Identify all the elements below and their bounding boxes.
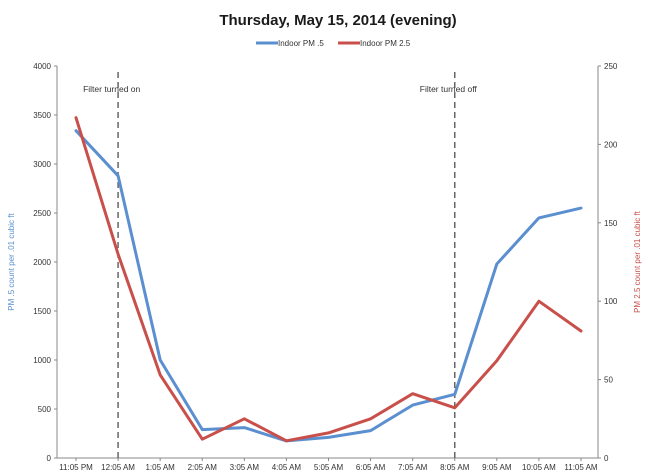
right-tick-label: 200 bbox=[604, 140, 618, 149]
y-axis-title-right: PM 2.5 count per .01 cubic ft bbox=[633, 210, 642, 313]
left-tick-label: 500 bbox=[38, 405, 52, 414]
series-line bbox=[74, 116, 583, 443]
x-tick-label: 11:05 AM bbox=[564, 463, 598, 472]
legend: Indoor PM .5 Indoor PM 2.5 bbox=[256, 39, 411, 48]
left-tick-label: 0 bbox=[47, 454, 52, 463]
left-tick-label: 1500 bbox=[33, 307, 51, 316]
right-tick-label: 100 bbox=[604, 297, 618, 306]
left-tick-label: 3000 bbox=[33, 160, 51, 169]
x-tick-label: 2:05 AM bbox=[188, 463, 218, 472]
x-tick-label: 8:05 AM bbox=[440, 463, 470, 472]
x-tick-label: 7:05 AM bbox=[398, 463, 428, 472]
x-tick-label: 12:05 AM bbox=[101, 463, 135, 472]
chart-title: Thursday, May 15, 2014 (evening) bbox=[219, 12, 456, 29]
x-tick-label: 5:05 AM bbox=[314, 463, 344, 472]
left-tick-label: 3500 bbox=[33, 111, 51, 120]
left-tick-label: 4000 bbox=[33, 62, 51, 71]
right-tick-label: 0 bbox=[604, 454, 609, 463]
left-tick-label: 2500 bbox=[33, 209, 51, 218]
x-tick-label: 6:05 AM bbox=[356, 463, 386, 472]
legend-label: Indoor PM 2.5 bbox=[360, 39, 411, 48]
left-tick-label: 1000 bbox=[33, 356, 51, 365]
x-tick-label: 4:05 AM bbox=[272, 463, 302, 472]
annotations: Filter turned on Filter turned off bbox=[83, 72, 477, 458]
series-line bbox=[74, 129, 583, 443]
left-y-axis: 0 500 1000 1500 2000 2500 3000 3500 4000 bbox=[33, 62, 57, 463]
annotation-label: Filter turned off bbox=[420, 84, 478, 94]
right-y-axis: 0 50 100 150 200 250 bbox=[598, 62, 618, 463]
right-tick-label: 250 bbox=[604, 62, 618, 71]
right-tick-label: 50 bbox=[604, 376, 613, 385]
x-tick-label: 1:05 AM bbox=[145, 463, 175, 472]
y-axis-title-left: PM .5 count per .01 cubic ft bbox=[7, 213, 16, 311]
x-tick-label: 3:05 AM bbox=[230, 463, 260, 472]
x-tick-label: 10:05 AM bbox=[522, 463, 556, 472]
right-tick-label: 150 bbox=[604, 219, 618, 228]
series-group bbox=[74, 116, 583, 443]
annotation-label: Filter turned on bbox=[83, 84, 140, 94]
x-tick-label: 9:05 AM bbox=[482, 463, 512, 472]
left-tick-label: 2000 bbox=[33, 258, 51, 267]
x-tick-label: 11:05 PM bbox=[59, 463, 93, 472]
legend-label: Indoor PM .5 bbox=[278, 39, 324, 48]
x-axis: 11:05 PM 12:05 AM 1:05 AM 2:05 AM 3:05 AM 4:0… bbox=[59, 458, 598, 472]
